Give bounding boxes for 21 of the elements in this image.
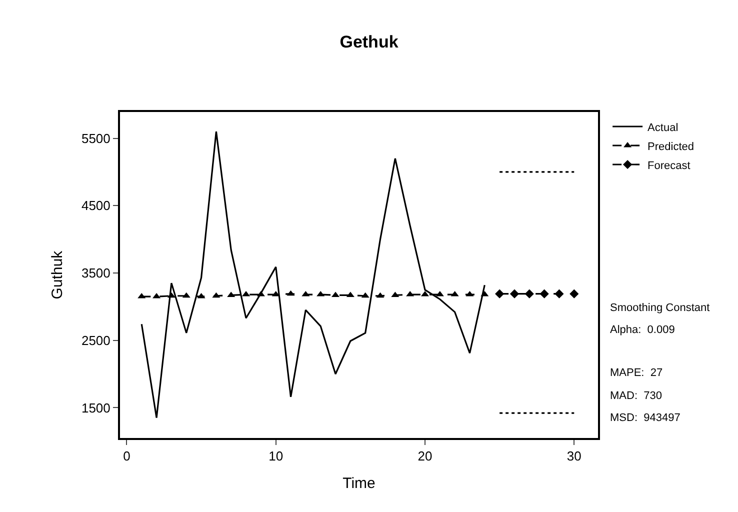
x-tick-label: 10 bbox=[268, 448, 284, 464]
y-axis-title: Guthuk bbox=[49, 250, 66, 300]
text: MAD: 730 bbox=[610, 390, 662, 402]
x-tick-label: 30 bbox=[566, 448, 582, 464]
text: Smoothing Constant bbox=[610, 302, 710, 314]
text: MAPE: 27 bbox=[610, 367, 663, 379]
chart-title: Gethuk bbox=[340, 32, 399, 52]
legend-label: Forecast bbox=[648, 160, 690, 172]
x-tick-label: 20 bbox=[418, 448, 432, 464]
x-tick-label: 0 bbox=[123, 448, 130, 464]
x-axis-title: Time bbox=[342, 475, 376, 492]
y-tick-label: 4500 bbox=[81, 198, 110, 214]
line-series bbox=[140, 130, 486, 419]
text: Alpha: 0.009 bbox=[610, 324, 675, 336]
y-tick-label: 2500 bbox=[81, 332, 110, 348]
legend-label: Actual bbox=[648, 122, 678, 134]
y-tick-label: 5500 bbox=[81, 130, 110, 146]
legend-label: Predicted bbox=[648, 140, 694, 153]
y-tick-label: 1500 bbox=[81, 400, 110, 416]
y-tick-label: 3500 bbox=[81, 266, 110, 281]
text: MSD: 943497 bbox=[610, 412, 680, 424]
